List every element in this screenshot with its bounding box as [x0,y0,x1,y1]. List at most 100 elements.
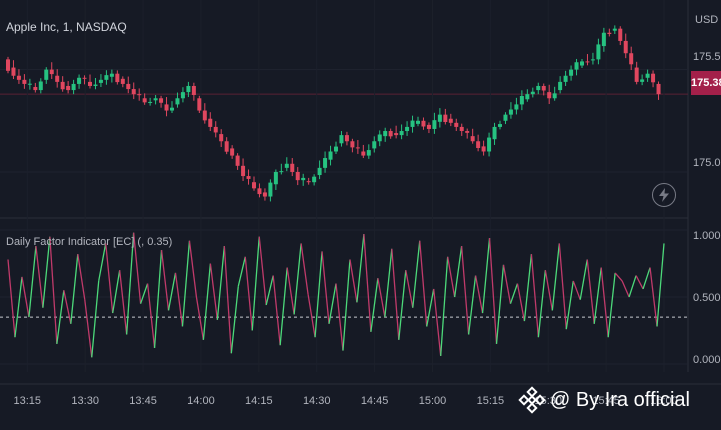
candle-body [541,85,546,91]
osc-segment-45 [314,251,323,338]
candle-87 [476,134,481,152]
osc-segment-22 [153,250,163,348]
candle-58 [317,160,322,180]
candle-body [421,120,426,127]
candle-body [432,120,437,129]
time-label-1330: 13:30 [71,395,99,407]
osc-segment-7 [49,236,58,344]
candle-body [361,151,366,156]
osc-segment-47 [328,283,337,324]
candle-25 [137,88,142,101]
candle-73 [399,124,404,140]
candle-68 [372,136,377,153]
candle-106 [580,58,584,68]
candle-45 [246,169,251,185]
candle-48 [262,188,267,201]
symbol-title[interactable]: Apple Inc, 1, NASDAQ [6,20,127,34]
osc-segment-38 [265,275,274,306]
candle-body [6,59,10,71]
osc-segment-89 [621,280,630,298]
osc-segment-83 [579,259,588,300]
candle-body [481,146,486,152]
osc-segment-65 [453,246,463,298]
osc-segment-18 [125,232,135,335]
osc-segment-73 [509,283,519,304]
candle-49 [268,179,273,202]
candle-64 [350,138,355,153]
candle-body [519,96,524,105]
candle-38 [208,112,213,132]
candle-84 [459,123,464,136]
candle-91 [498,120,502,130]
osc-segment-15 [105,243,114,314]
watermark: @ By Ira official [518,386,690,414]
osc-segment-51 [356,233,365,303]
candle-body [77,77,82,84]
candle-67 [366,144,371,159]
candle-22 [120,76,125,88]
lightning-icon[interactable] [652,183,676,207]
osc-segment-79 [551,243,560,311]
osc-segment-61 [426,288,435,327]
osc-segment-72 [502,264,512,304]
osc-segment-24 [167,272,177,311]
candle-body [612,28,617,31]
candle-46 [252,176,256,191]
candle-body [306,181,311,183]
candle-81 [443,108,448,125]
candle-115 [629,46,634,71]
candle-body [558,81,563,91]
candle-body [235,155,240,166]
time-label-1445: 14:45 [360,395,389,407]
candle-body [279,171,284,173]
candle-44 [241,158,246,181]
candle-104 [569,65,574,81]
candle-body [98,79,103,83]
candle-body [137,94,142,96]
currency-label: USD [695,14,719,26]
candle-body [596,44,601,60]
candle-71 [388,128,393,139]
indicator-title[interactable]: Daily Factor Indicator [EC] (, 0.35) [6,236,173,248]
candle-8 [44,67,49,84]
last-price-tag: 175.38 [691,71,721,95]
candle-body [180,92,185,99]
osc-segment-31 [216,246,225,320]
candle-body [344,135,349,142]
osc-segment-23 [160,250,170,311]
candle-111 [607,28,612,37]
osc-segment-74 [516,283,526,322]
osc-segment-84 [586,259,595,324]
candle-117 [640,74,645,86]
candle-body [487,137,492,152]
candle-82 [448,113,453,127]
osc-segment-35 [244,256,253,331]
candle-53 [290,158,295,177]
osc-segment-57 [398,270,407,340]
candle-body [607,32,612,34]
candle-30 [164,97,169,117]
candle-body [224,141,229,152]
osc-segment-85 [593,267,602,324]
candle-86 [470,128,475,144]
osc-segment-71 [495,264,505,344]
osc-segment-32 [223,246,232,354]
candle-96 [525,89,530,102]
candle-body [448,118,453,123]
candle-body [459,126,464,132]
osc-segment-46 [321,251,330,324]
candle-body [66,85,71,91]
candle-body [273,171,278,185]
candle-body [547,92,552,99]
candle-body [88,81,92,86]
price-axis-label-2: 175.00 [693,157,721,169]
candle-body [44,69,49,80]
candle-94 [514,97,519,115]
osc-segment-41 [286,267,295,315]
candle-body [284,163,289,168]
candle-32 [175,92,180,108]
candle-40 [219,129,224,147]
